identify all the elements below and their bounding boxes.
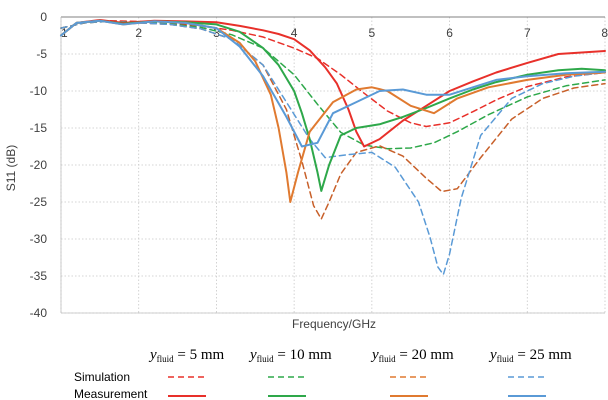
legend-column-header: yfluid = 20 mm	[370, 347, 454, 364]
legend-column-header: yfluid = 5 mm	[148, 347, 225, 364]
x-tick-label: 4	[291, 26, 298, 40]
x-tick-label: 8	[601, 26, 608, 40]
y-tick-label: -40	[30, 306, 48, 320]
x-tick-label: 5	[369, 26, 376, 40]
y-tick-label: -10	[30, 84, 48, 98]
legend-row-label: Simulation	[74, 370, 130, 384]
measurement-line-25mm	[60, 19, 606, 148]
y-axis-title: S11 (dB)	[4, 145, 18, 191]
legend-row-label: Measurement	[74, 387, 148, 400]
legend-column-header: yfluid = 10 mm	[248, 347, 332, 364]
x-tick-label: 3	[213, 26, 220, 40]
series-lines	[60, 19, 606, 276]
gridlines	[60, 16, 606, 314]
simulation-line-25mm	[60, 20, 606, 276]
y-tick-label: -30	[30, 232, 48, 246]
y-tick-label: -15	[30, 121, 48, 135]
legend: yfluid = 5 mm yfluid = 10 mm yfluid = 20 m…	[74, 347, 572, 400]
simulation-line-10mm	[60, 20, 606, 150]
x-tick-label: 7	[524, 26, 531, 40]
legend-column-header: yfluid = 25 mm	[488, 347, 572, 364]
x-tick-label: 2	[135, 26, 142, 40]
y-tick-label: -25	[30, 195, 48, 209]
y-tick-label: -5	[36, 47, 47, 61]
y-tick-label: -20	[30, 158, 48, 172]
simulation-line-20mm	[60, 20, 606, 220]
y-tick-label: -35	[30, 269, 48, 283]
x-axis-title: Frequency/GHz	[292, 317, 376, 331]
y-tick-label: 0	[40, 10, 47, 24]
x-tick-label: 6	[446, 26, 453, 40]
axes: 0-5-10-15-20-25-30-35-401 2 3 4 5 6 7 8	[30, 10, 608, 320]
simulation-line-5mm	[60, 19, 606, 128]
